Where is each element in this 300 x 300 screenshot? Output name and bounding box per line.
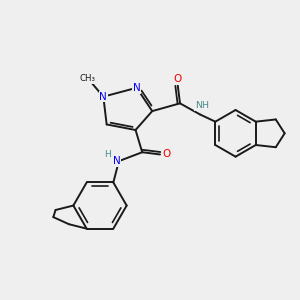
Text: O: O — [174, 74, 182, 84]
Text: H: H — [104, 150, 111, 159]
Text: O: O — [163, 149, 171, 159]
Text: N: N — [100, 92, 107, 102]
Text: N: N — [133, 83, 140, 93]
Text: N: N — [113, 156, 121, 166]
Text: NH: NH — [195, 101, 209, 110]
Text: CH₃: CH₃ — [80, 74, 96, 83]
